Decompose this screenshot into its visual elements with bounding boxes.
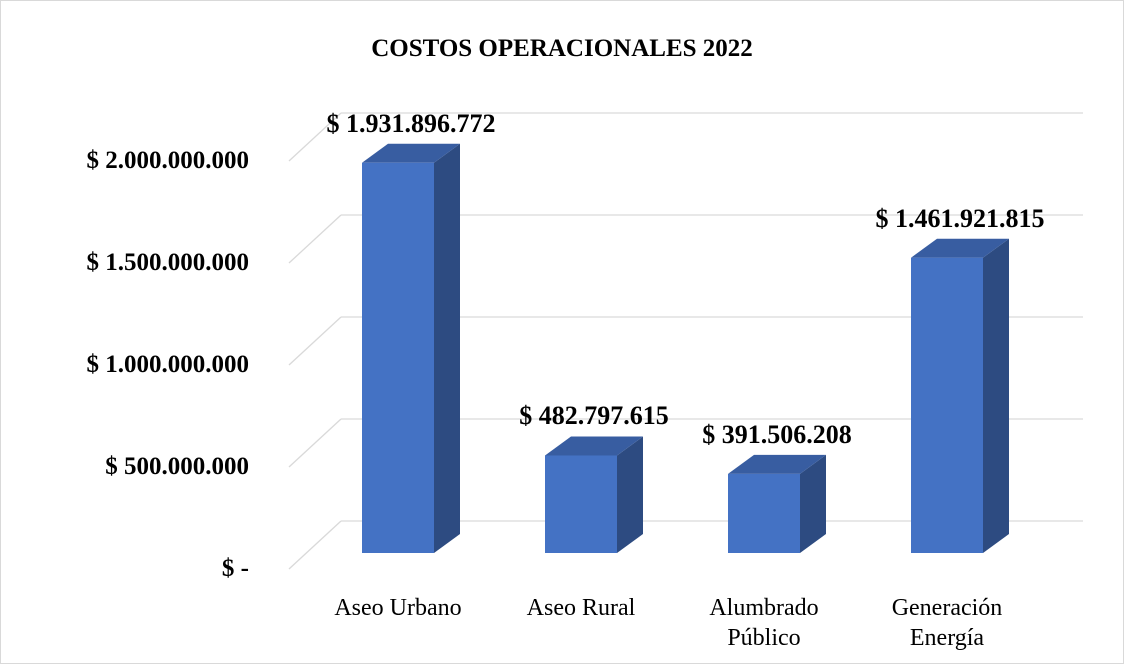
bar-top xyxy=(728,454,826,474)
bar-side xyxy=(434,143,460,554)
x-tick-label: Alumbrado Público xyxy=(709,595,819,651)
x-tick-label: Generación Energía xyxy=(891,595,1003,651)
chart-title: COSTOS OPERACIONALES 2022 xyxy=(371,35,753,62)
y-tick-label: $ 1.500.000.000 xyxy=(86,249,250,276)
bar-top xyxy=(362,143,460,163)
grid-line xyxy=(288,520,342,570)
bar-top xyxy=(545,436,643,456)
y-tick-label: $ 1.000.000.000 xyxy=(86,351,250,378)
bar-side xyxy=(983,238,1009,554)
value-label: $ 1.461.921.815 xyxy=(875,203,1045,233)
value-label: $ 482.797.615 xyxy=(519,401,669,431)
value-label: $ 1.931.896.772 xyxy=(326,108,496,138)
grid-line xyxy=(288,418,342,468)
bar-side xyxy=(617,436,643,553)
y-tick-label: $ 2.000.000.000 xyxy=(86,147,250,174)
bar xyxy=(911,257,983,553)
grid-line xyxy=(288,112,342,162)
bar-side xyxy=(800,454,826,553)
bar xyxy=(545,455,617,553)
bar xyxy=(362,162,434,554)
bar xyxy=(728,473,800,553)
y-tick-label: $ 500.000.000 xyxy=(105,453,249,480)
grid-line xyxy=(288,316,342,366)
y-tick-label: $ - xyxy=(221,555,249,582)
grid-line xyxy=(288,214,342,264)
x-tick-label: Aseo Urbano xyxy=(334,595,462,621)
bar-top xyxy=(911,238,1009,258)
x-tick-label: Aseo Rural xyxy=(526,595,636,621)
value-label: $ 391.506.208 xyxy=(702,419,852,449)
